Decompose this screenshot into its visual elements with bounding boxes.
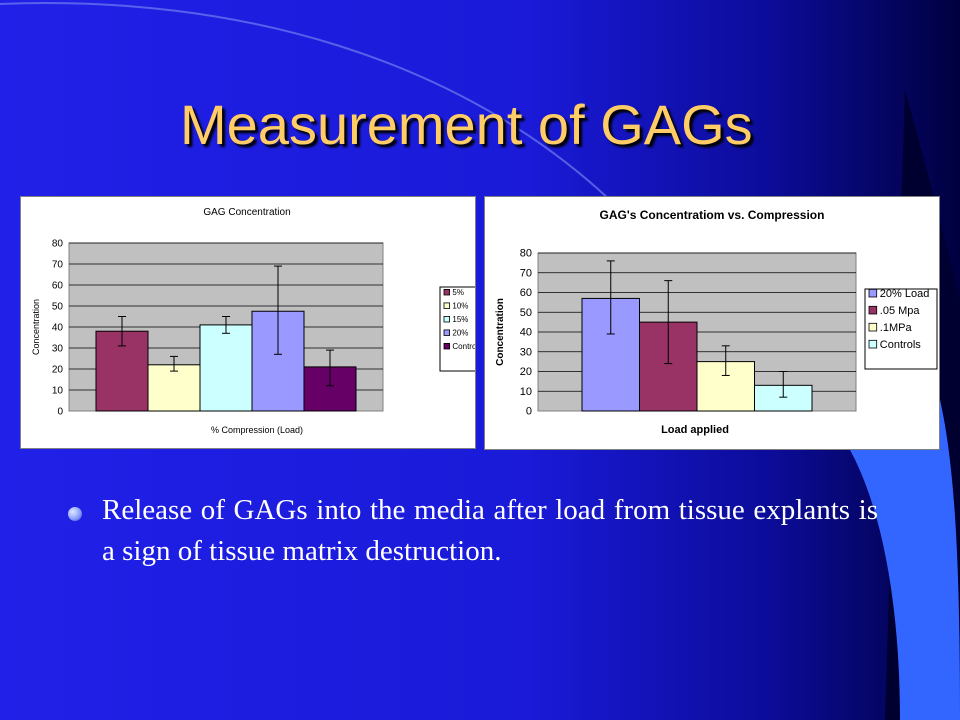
y-tick-label: 20 [52, 365, 64, 376]
y-tick-label: 50 [52, 302, 64, 313]
legend-box [439, 286, 475, 372]
y-tick-label: 60 [520, 287, 532, 299]
y-tick-label: 80 [52, 239, 64, 250]
chart-title: GAG Concentration [203, 207, 290, 218]
y-tick-label: 10 [520, 386, 532, 398]
x-axis-label: Load applied [661, 424, 729, 436]
chart-concentration-vs-compression: 0 10 20 30 40 50 60 70 80 GAG's Concentratiom vs.… [495, 208, 938, 436]
legend-swatch-3 [443, 316, 450, 323]
legend-swatch-4 [443, 329, 450, 336]
legend-label-3: 15% [452, 315, 468, 324]
legend-swatch-4 [868, 339, 878, 349]
bullet-dot-icon [68, 507, 82, 521]
slide-title: Measurement of GAGs [180, 93, 753, 156]
y-tick-label: 0 [57, 407, 63, 418]
y-tick-label: 10 [52, 386, 64, 397]
legend-label-2: .05 Mpa [880, 305, 921, 317]
y-tick-label: 30 [52, 344, 64, 355]
legend-label-4: 20% [452, 329, 468, 338]
y-axis-label: Concentration [495, 298, 506, 366]
bar-2 [147, 364, 201, 412]
y-tick-label: 0 [526, 406, 532, 418]
y-tick-label: 70 [520, 267, 532, 279]
chart-gag-concentration: 0 10 20 30 40 50 60 70 80 GAG Concentration % Comp… [31, 207, 475, 435]
bar-3 [199, 324, 253, 412]
legend-label-1: 5% [452, 288, 464, 297]
legend-swatch-1 [443, 289, 450, 296]
legend-label-1: 20% Load [880, 288, 930, 300]
legend-label-2: 10% [452, 302, 468, 311]
bullet-text: Release of GAGs into the media after loa… [102, 494, 878, 567]
y-tick-label: 50 [520, 307, 532, 319]
y-tick-label: 80 [520, 248, 532, 260]
legend-swatch-2 [443, 302, 450, 309]
legend-swatch-2 [868, 305, 878, 315]
y-tick-label: 60 [52, 281, 64, 292]
chart-panel-concentration-vs-compression: 0 10 20 30 40 50 60 70 80 GAG's Concentratiom vs.… [484, 196, 940, 450]
bullet-item: Release of GAGs into the media after loa… [68, 490, 878, 572]
x-axis-label: % Compression (Load) [211, 425, 303, 435]
legend-swatch-3 [868, 322, 878, 332]
y-tick-label: 30 [520, 346, 532, 358]
y-tick-label: 40 [520, 327, 532, 339]
y-tick-label: 40 [52, 323, 64, 334]
legend-label-4: Controls [880, 339, 921, 351]
legend-label-5: Controls [452, 342, 475, 351]
legend-label-3: .1MPa [880, 322, 913, 334]
chart-panel-gag-concentration: 0 10 20 30 40 50 60 70 80 GAG Concentration % Comp… [20, 196, 476, 449]
y-tick-label: 70 [52, 260, 64, 271]
legend-swatch-5 [443, 342, 450, 350]
y-tick-label: 20 [520, 366, 532, 378]
legend-swatch-1 [868, 288, 878, 298]
chart-title: GAG's Concentratiom vs. Compression [600, 208, 825, 222]
y-axis-label: Concentration [31, 299, 41, 355]
